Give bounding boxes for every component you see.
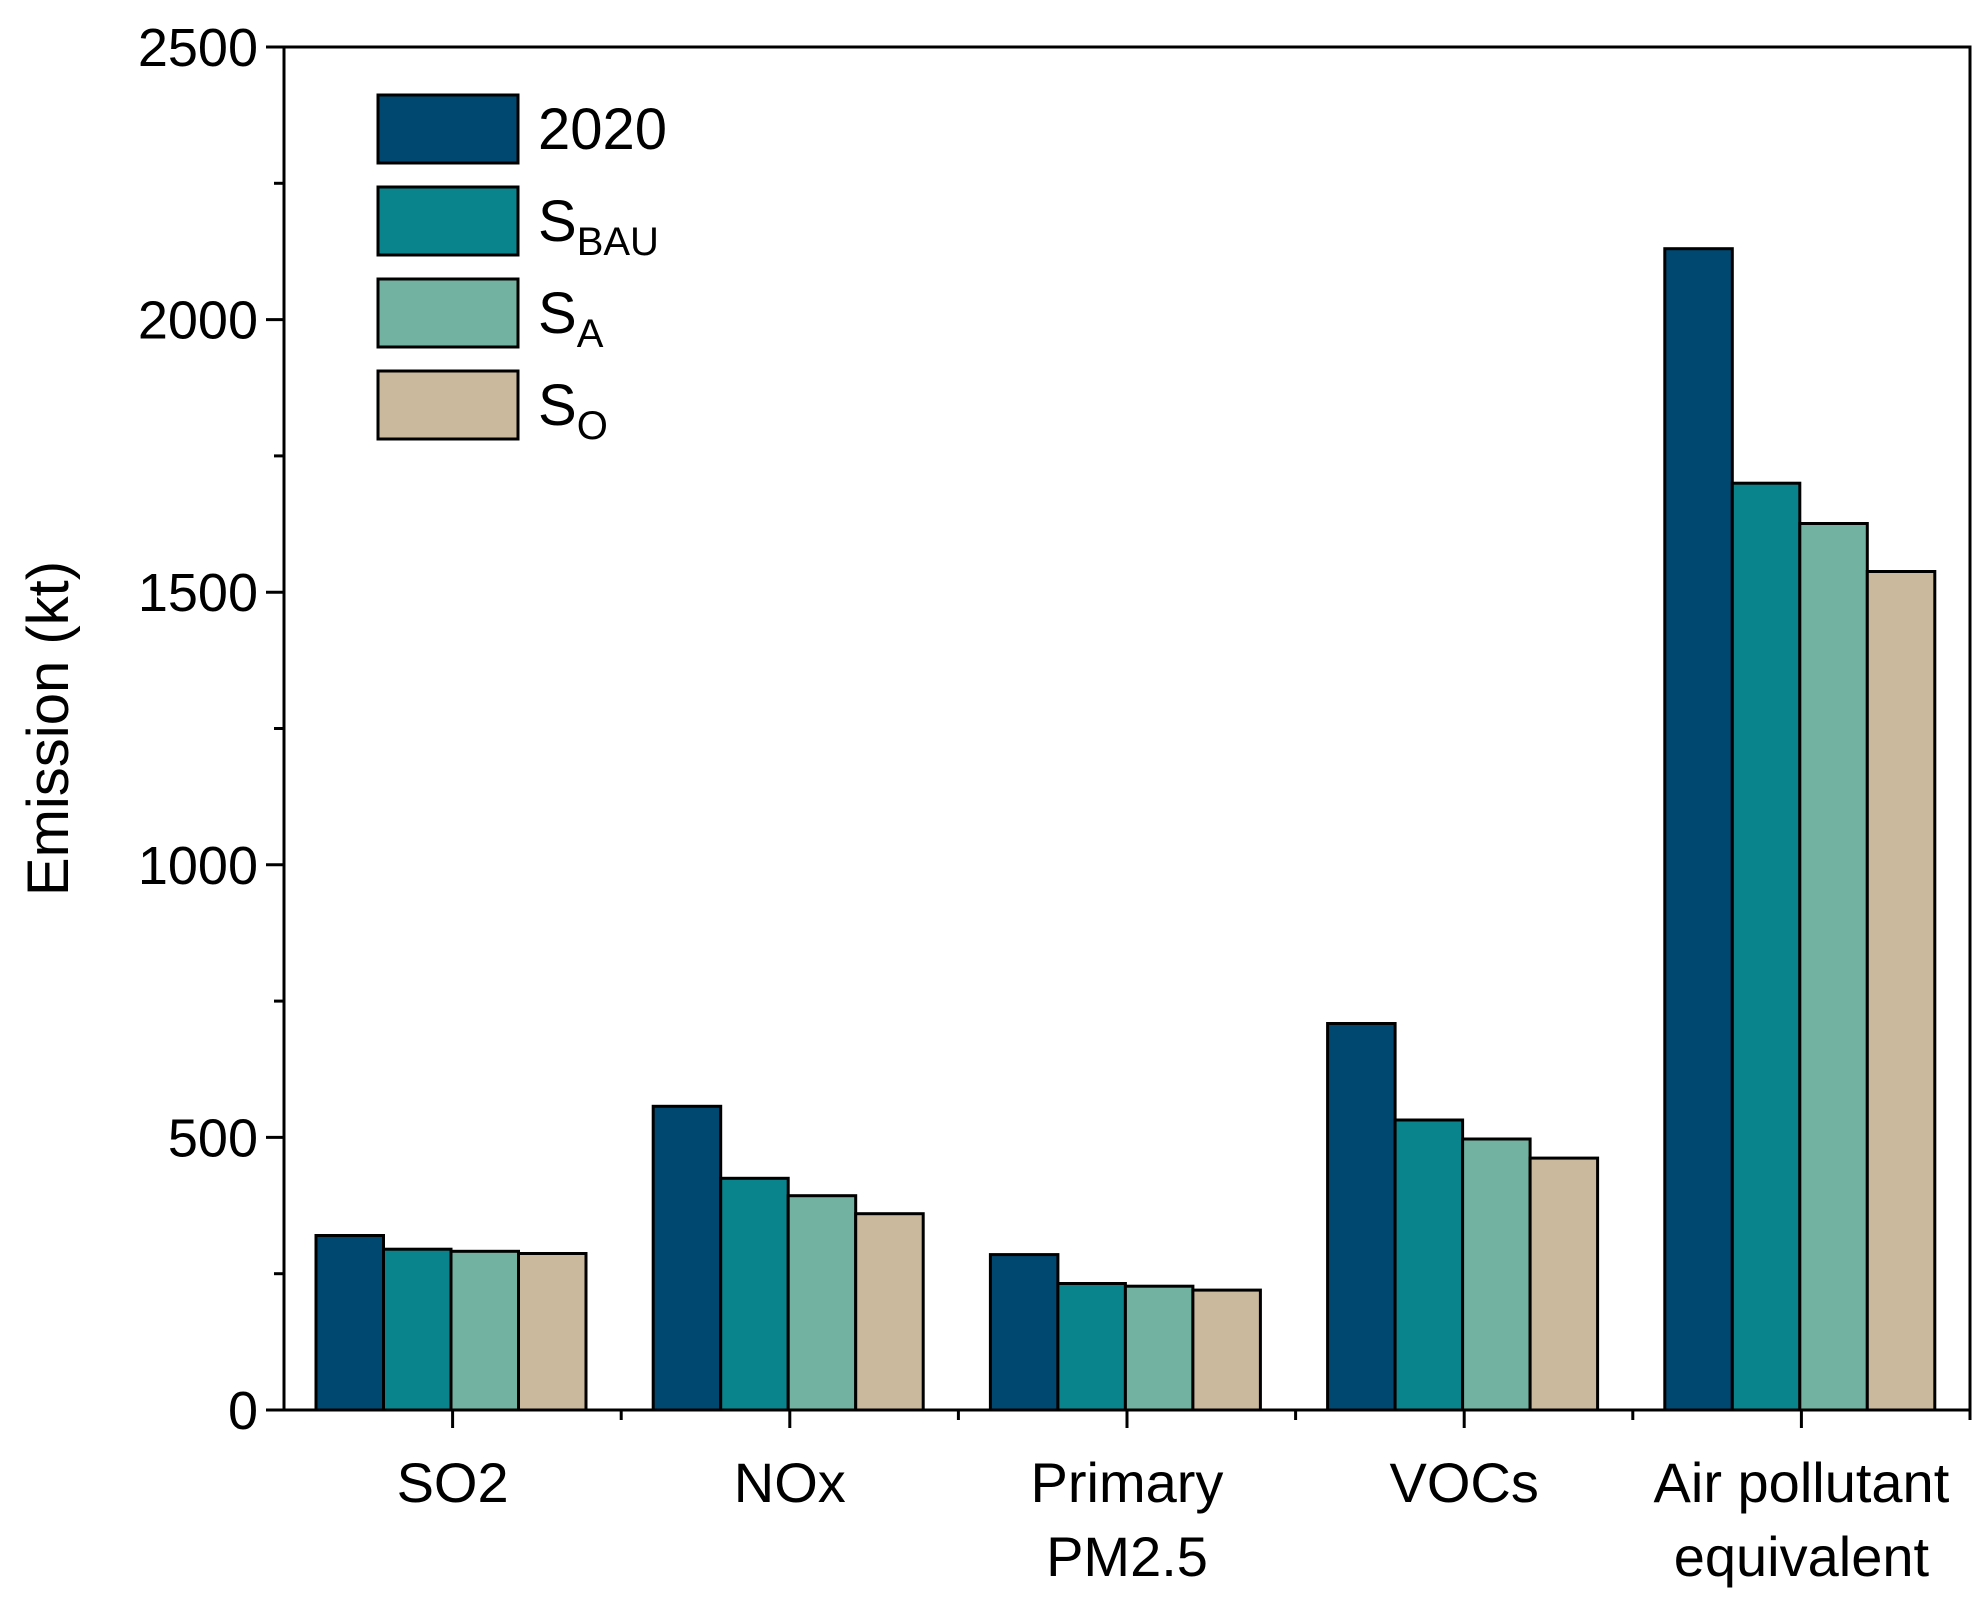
bar-s-o-2	[1191, 1288, 1262, 1412]
x-category-label: Air pollutant	[1654, 1451, 1950, 1514]
legend-label-s-bau: SBAU	[538, 189, 659, 264]
legend-swatch-s-o	[376, 369, 520, 441]
legend-label-text: S	[538, 373, 577, 438]
y-tick-label: 500	[168, 1108, 258, 1168]
legend-swatch-s-bau	[376, 185, 520, 257]
bar-s-a-0	[449, 1249, 520, 1412]
bars-layer	[314, 247, 1937, 1412]
bar-s-o-0	[517, 1252, 588, 1412]
bar-2020-4	[1663, 247, 1734, 1412]
x-category-label: SO2	[397, 1451, 509, 1514]
y-axis-title: Emission (kt)	[16, 561, 81, 896]
legend-label-subscript: BAU	[577, 220, 659, 264]
bar-s-a-3	[1461, 1137, 1532, 1412]
legend-label-text: S	[538, 189, 577, 254]
bar-s-a-1	[786, 1194, 858, 1412]
bar-2020-2	[988, 1253, 1060, 1412]
legend-label-2020: 2020	[538, 97, 667, 162]
bar-s-bau-1	[719, 1176, 790, 1412]
y-tick-label: 0	[228, 1381, 258, 1441]
legend-label-s-o: SO	[538, 373, 608, 448]
y-tick-label: 2500	[138, 18, 258, 78]
bar-s-a-4	[1798, 522, 1869, 1412]
bar-s-bau-3	[1393, 1118, 1465, 1412]
x-category-label: VOCs	[1390, 1451, 1539, 1514]
bar-2020-1	[651, 1104, 723, 1412]
legend-swatch-2020	[376, 93, 520, 165]
bar-s-bau-2	[1056, 1282, 1127, 1412]
y-tick-label: 2000	[138, 291, 258, 351]
y-tick-label: 1000	[138, 836, 258, 896]
x-category-label: NOx	[734, 1451, 846, 1514]
legend-label-subscript: O	[577, 404, 608, 448]
axes-layer	[266, 45, 1972, 1428]
bar-2020-0	[314, 1234, 385, 1412]
legend-swatch-s-a	[376, 277, 520, 349]
bar-s-o-3	[1528, 1156, 1600, 1412]
legend-label-s-a: SA	[538, 281, 604, 356]
y-tick-label: 1500	[138, 563, 258, 623]
legend-label-text: 2020	[538, 97, 667, 162]
labels-layer: 0 500 1000 1500 2000 2500 SO2 NOx Primary PM2.5 VO…	[16, 18, 1950, 1588]
x-category-label: equivalent	[1674, 1525, 1930, 1588]
legend-label-text: S	[538, 281, 577, 346]
x-category-label: PM2.5	[1046, 1525, 1208, 1588]
bar-s-o-1	[854, 1212, 925, 1412]
bar-s-o-4	[1865, 570, 1937, 1412]
legend-label-subscript: A	[577, 312, 604, 356]
bar-s-bau-4	[1730, 481, 1802, 1412]
bar-2020-3	[1326, 1022, 1397, 1412]
x-category-label: Primary	[1031, 1451, 1224, 1514]
bar-s-a-2	[1123, 1284, 1195, 1412]
bar-s-bau-0	[382, 1247, 453, 1412]
